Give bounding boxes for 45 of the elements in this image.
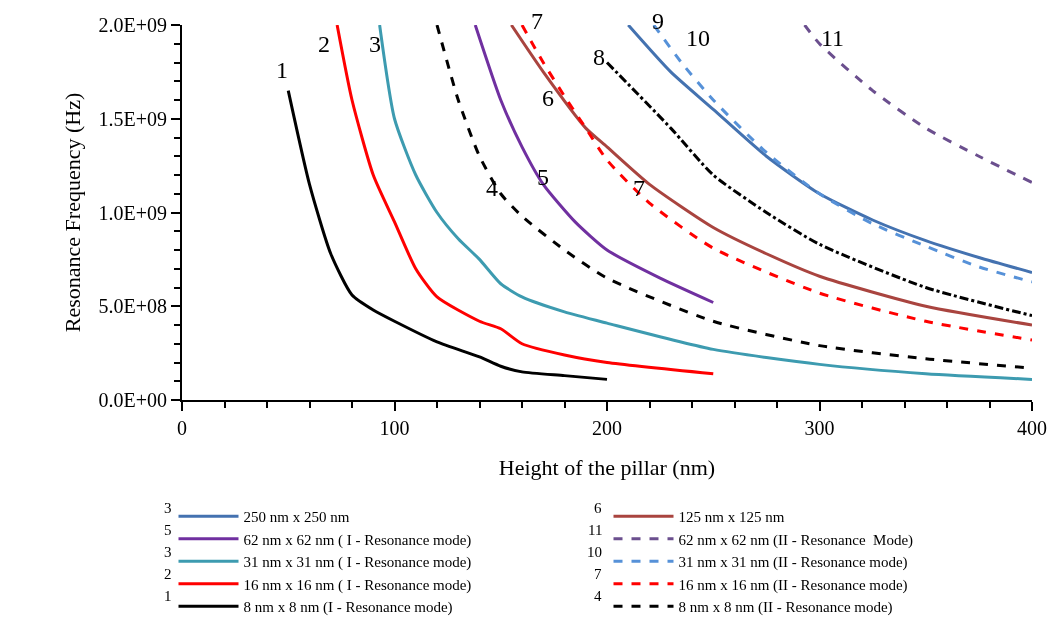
annotation: 8 <box>593 44 605 70</box>
annotation: 9 <box>652 8 664 34</box>
legend-label: 62 nm x 62 nm (II - Resonance Mode) <box>678 531 914 549</box>
x-tick-label: 400 <box>1017 417 1047 439</box>
y-tick-label: 1.5E+09 <box>98 107 167 130</box>
annotation: 11 <box>821 25 845 51</box>
text: 3 <box>164 544 172 560</box>
legend-label: 31 nm x 31 nm ( I - Resonance mode) <box>243 554 472 572</box>
text: 1 <box>164 588 172 604</box>
x-tick-label: 100 <box>379 417 410 439</box>
y-tick-label: 5.0E+08 <box>98 295 167 318</box>
annotation: 6 <box>542 85 554 111</box>
annotation: 7 <box>633 175 645 201</box>
text: 10 <box>587 544 602 560</box>
legend-label: 31 nm x 31 nm (II - Resonance mode) <box>678 554 908 572</box>
legend-label: 8 nm x 8 nm (I - Resonance mode) <box>243 599 453 617</box>
annotation: 10 <box>686 25 710 51</box>
x-tick-label: 0 <box>177 417 187 439</box>
legend-label: 125 nm x 125 nm <box>678 509 785 526</box>
text: 11 <box>588 522 603 538</box>
text: 5 <box>164 522 172 538</box>
y-axis-title: Resonance Frequency (Hz) <box>59 92 85 333</box>
text: 2 <box>164 566 172 582</box>
annotation: 1 <box>276 57 288 83</box>
legend-label: 16 nm x 16 nm ( I - Resonance mode) <box>243 576 472 594</box>
annotation: 7 <box>531 8 543 34</box>
text: 6 <box>594 500 602 516</box>
y-tick-label: 0.0E+00 <box>98 389 167 411</box>
text: 4 <box>594 588 602 604</box>
line-series <box>803 25 1032 184</box>
x-tick-label: 300 <box>804 417 835 439</box>
legend-label: 250 nm x 250 nm <box>243 509 350 526</box>
legend-label: 62 nm x 62 nm ( I - Resonance mode) <box>243 531 472 549</box>
annotation: 3 <box>369 31 381 57</box>
legend-label: 8 nm x 8 nm (II - Resonance mode) <box>678 599 893 617</box>
line-series <box>286 89 609 381</box>
y-tick-label: 2.0E+09 <box>98 14 167 36</box>
x-axis-title: Height of the pillar (nm) <box>498 455 716 481</box>
text: 3 <box>164 500 172 516</box>
annotation: 2 <box>318 31 330 57</box>
x-tick-label: 200 <box>592 417 622 439</box>
y-tick-label: 1.0E+09 <box>98 201 167 224</box>
line-series <box>605 61 1032 318</box>
legend-label: 16 nm x 16 nm (II - Resonance mode) <box>678 576 908 594</box>
text: 7 <box>594 566 602 582</box>
